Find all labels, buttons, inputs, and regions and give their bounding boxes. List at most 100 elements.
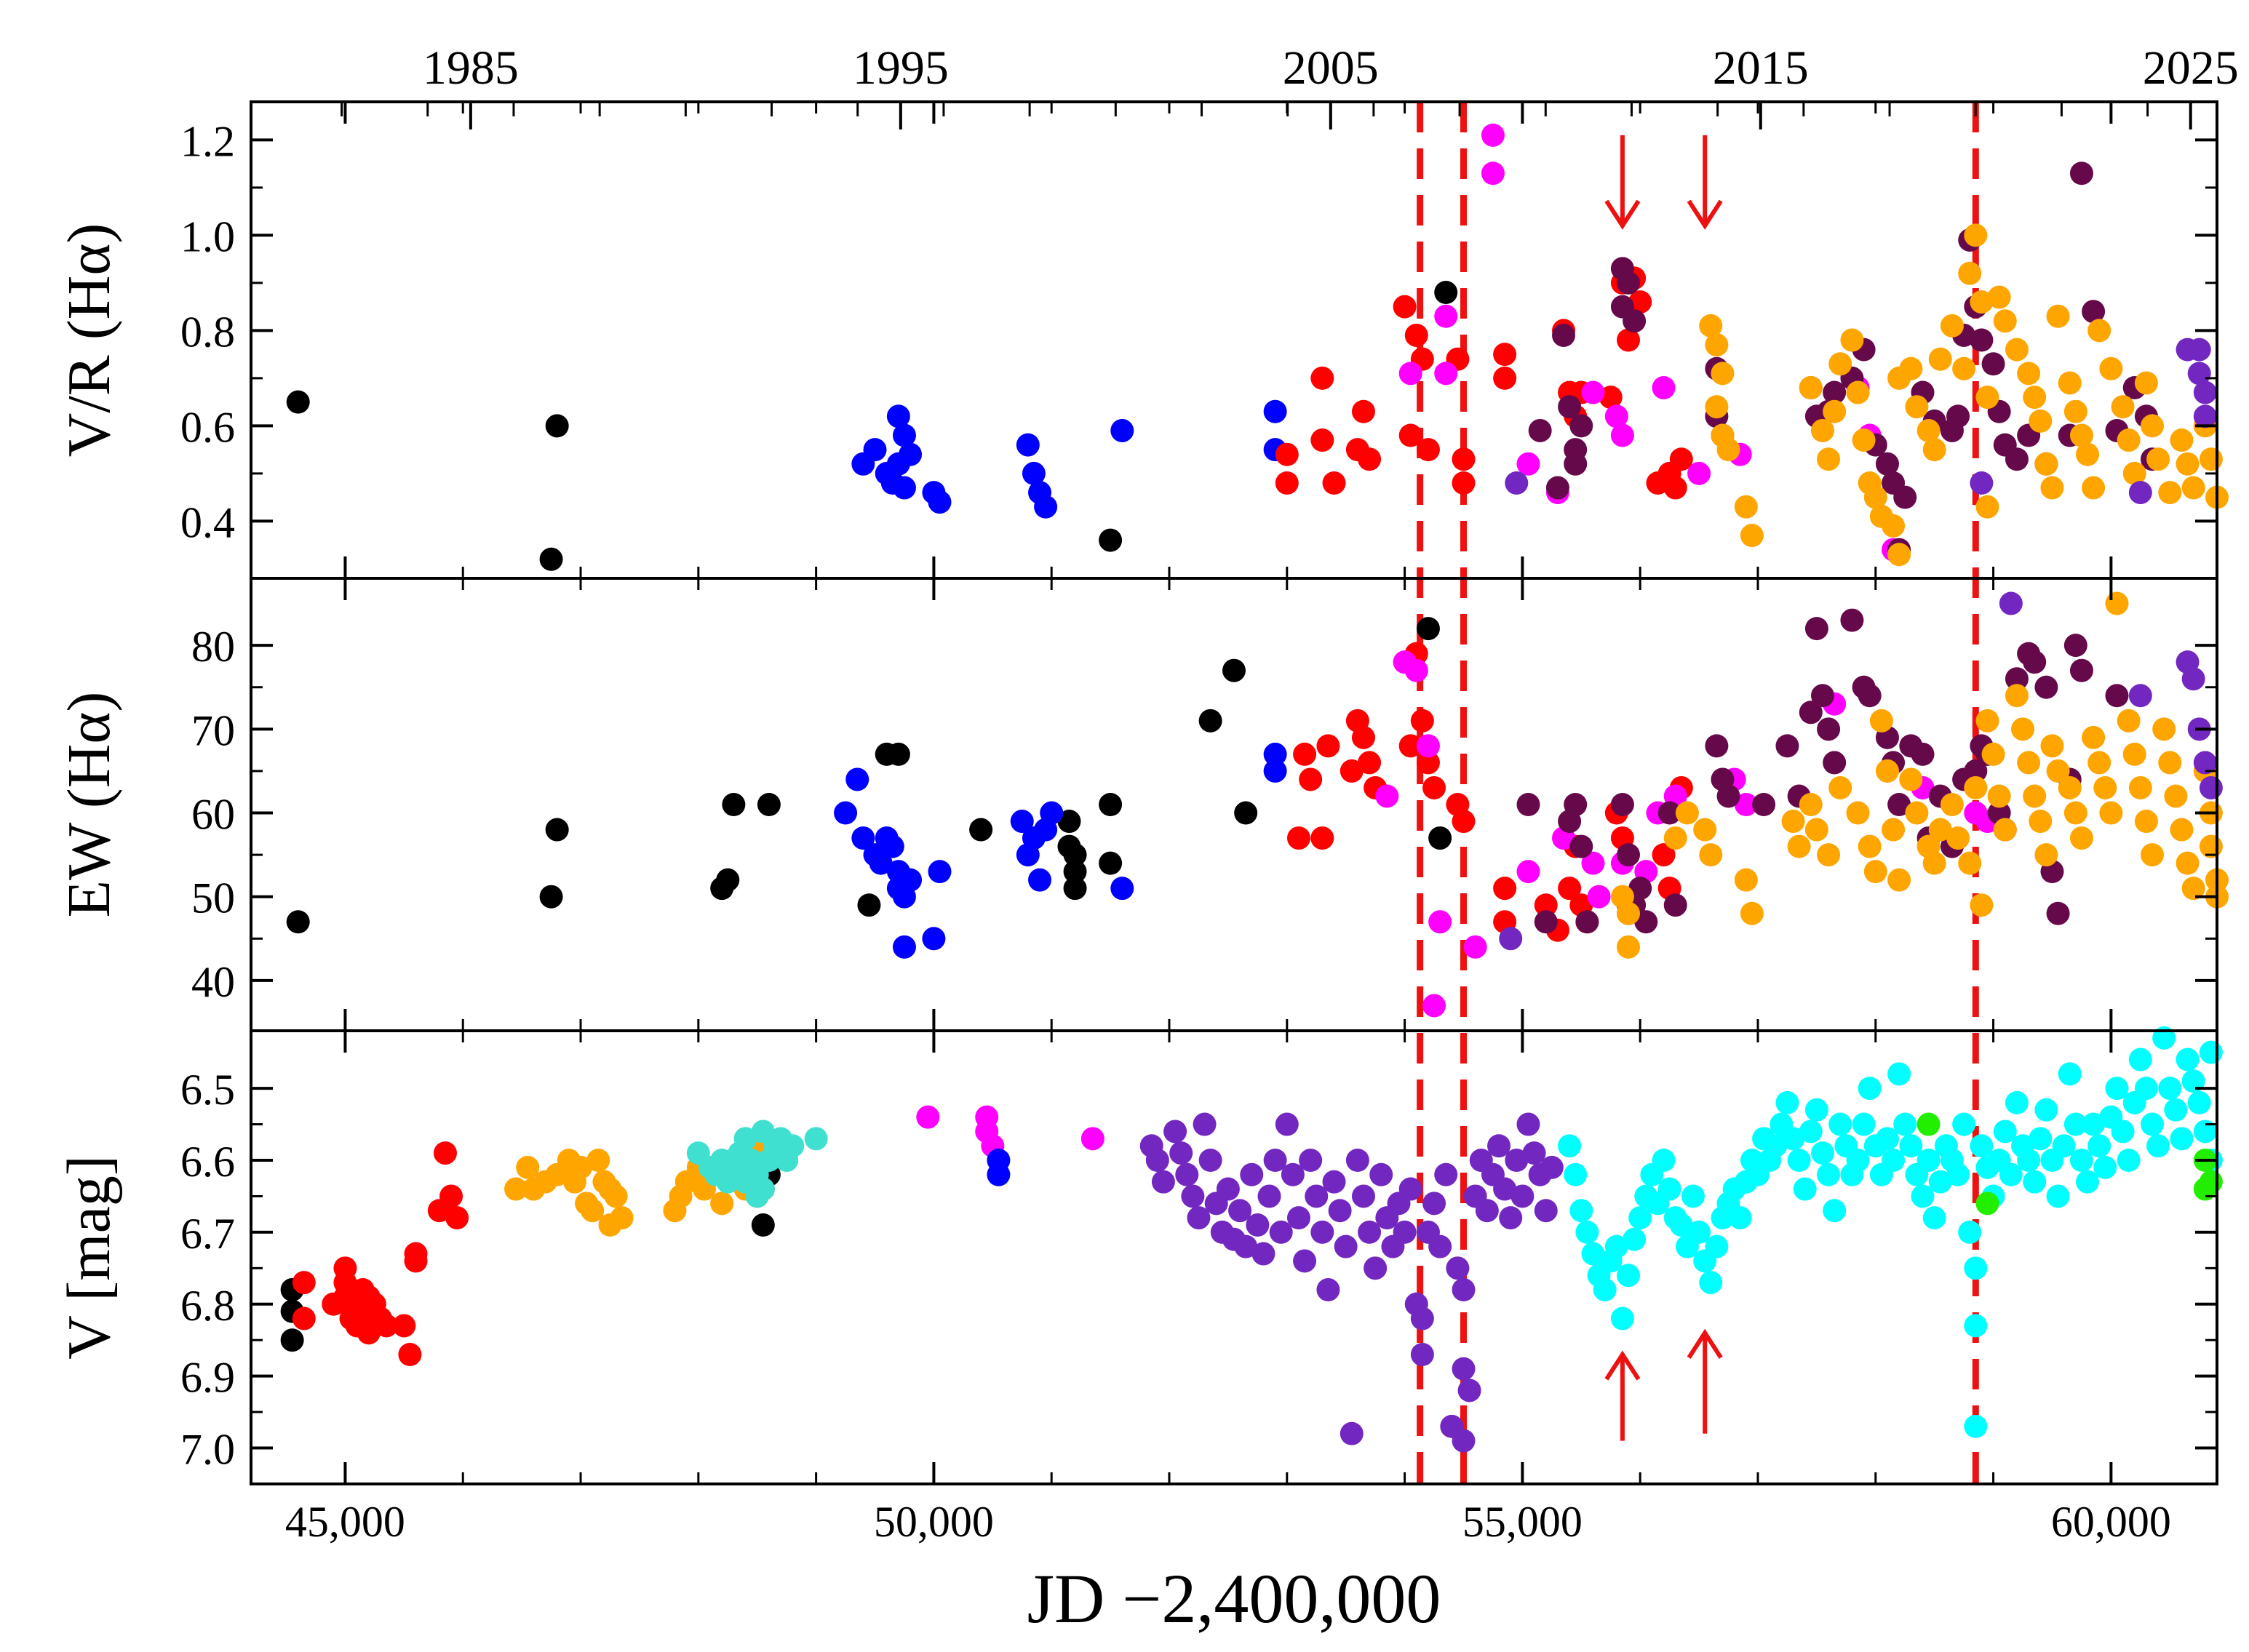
- event-arrow-head: [1687, 199, 1723, 230]
- data-point-vr-orange: [1975, 386, 1999, 410]
- data-point-ew-black: [1234, 801, 1258, 825]
- y-tick-label-v: 6.6: [180, 1138, 235, 1186]
- data-point-ew-orange: [1663, 826, 1687, 850]
- data-point-vr-orange: [2158, 481, 2182, 505]
- data-point-vr-orange: [1899, 356, 1923, 380]
- data-point-v-cyan: [1593, 1278, 1617, 1301]
- data-point-ew-maroon: [1534, 910, 1558, 934]
- data-point-v-purple: [1240, 1162, 1264, 1186]
- data-point-ew-black: [1063, 843, 1087, 867]
- data-point-v-turquoise: [804, 1127, 828, 1151]
- data-point-ew-magenta: [1375, 784, 1399, 808]
- data-point-vr-red: [1398, 423, 1422, 447]
- data-point-ew-orange: [1804, 818, 1828, 842]
- data-point-ew-orange: [1975, 709, 1999, 733]
- data-point-vr-orange: [2029, 409, 2053, 433]
- data-point-vr-blue: [886, 404, 910, 428]
- y-tick-label-ew: 80: [191, 623, 235, 671]
- data-point-vr-orange: [1928, 347, 1952, 371]
- data-point-v-cyan: [1846, 1149, 1870, 1172]
- data-point-ew-magenta: [1428, 910, 1452, 934]
- data-point-v-green: [1916, 1112, 1940, 1136]
- data-point-v-cyan: [1764, 1134, 1788, 1158]
- data-point-ew-purple: [2193, 751, 2217, 775]
- data-point-vr-maroon: [1946, 404, 1970, 428]
- data-point-ew-black: [969, 818, 993, 842]
- data-point-ew-red: [1652, 843, 1676, 867]
- data-point-vr-magenta: [1481, 123, 1505, 147]
- data-point-v-cyan: [1787, 1149, 1811, 1172]
- data-point-ew-maroon: [2034, 675, 2058, 699]
- data-point-ew-orange: [1734, 868, 1758, 892]
- data-point-vr-orange: [1734, 495, 1758, 519]
- data-point-ew-black: [545, 818, 569, 842]
- data-point-ew-blue: [851, 826, 875, 850]
- data-point-ew-orange: [2069, 826, 2093, 850]
- data-point-vr-blue: [1110, 418, 1134, 442]
- x-tick-label: 55,000: [1462, 1498, 1583, 1546]
- data-point-ew-orange: [1993, 818, 2017, 842]
- top-year-label: 2015: [1713, 41, 1809, 95]
- data-point-v-cyan: [1823, 1199, 1847, 1223]
- data-point-v-cyan: [1852, 1112, 1876, 1136]
- y-tick-label-ew: 70: [191, 706, 235, 754]
- data-point-vr-orange: [1817, 447, 1841, 471]
- data-point-vr-orange: [2099, 356, 2123, 380]
- data-point-vr-orange: [1922, 438, 1946, 462]
- data-point-v-cyan: [1858, 1077, 1882, 1101]
- data-point-vr-orange: [2076, 442, 2100, 466]
- data-point-ew-orange: [2005, 684, 2029, 708]
- data-point-vr-blue: [928, 490, 952, 514]
- data-point-ew-maroon: [1799, 701, 1823, 725]
- data-point-ew-orange: [2176, 851, 2200, 875]
- data-point-vr-orange: [1993, 309, 2017, 333]
- data-point-v-purple: [1193, 1112, 1217, 1136]
- data-point-ew-maroon: [1911, 742, 1935, 766]
- data-point-vr-orange: [1740, 524, 1764, 548]
- data-point-vr-blue: [1016, 433, 1040, 457]
- data-point-ew-maroon: [1817, 717, 1841, 741]
- data-point-v-cyan: [1681, 1184, 1705, 1208]
- data-point-vr-orange: [1699, 314, 1723, 338]
- data-point-ew-maroon: [1705, 734, 1729, 758]
- data-point-vr-magenta: [1481, 161, 1505, 185]
- data-point-v-orange: [710, 1192, 734, 1216]
- data-point-v-orange: [604, 1184, 628, 1208]
- data-point-ew-orange: [1882, 818, 1906, 842]
- data-point-v-purple: [1452, 1278, 1476, 1301]
- data-point-vr-red: [1310, 428, 1334, 452]
- data-point-v-purple: [1345, 1149, 1369, 1172]
- data-point-v-cyan: [2105, 1077, 2129, 1101]
- data-point-ew-orange: [1799, 793, 1823, 816]
- top-year-label: 1995: [853, 41, 949, 95]
- data-point-ew-orange: [1964, 775, 1988, 799]
- data-point-ew-maroon: [1823, 751, 1847, 775]
- y-axis-label-vr: V/R (Hα): [55, 223, 123, 458]
- data-point-vr-purple: [1970, 471, 1994, 495]
- data-point-vr-red: [1416, 438, 1440, 462]
- data-point-ew-orange: [2034, 843, 2058, 867]
- data-point-ew-orange: [1817, 843, 1841, 867]
- data-point-v-cyan: [2164, 1098, 2188, 1122]
- data-point-v-black: [280, 1328, 304, 1352]
- data-point-v-purple: [1269, 1220, 1293, 1244]
- data-point-v-purple: [1534, 1199, 1558, 1223]
- data-point-v-purple: [1286, 1206, 1310, 1230]
- data-point-vr-orange: [2134, 371, 2158, 395]
- data-point-v-red: [404, 1242, 428, 1266]
- data-point-v-cyan: [1952, 1112, 1976, 1136]
- data-point-v-purple: [1452, 1429, 1476, 1453]
- data-point-v-cyan: [2046, 1184, 2070, 1208]
- data-point-v-purple: [1181, 1184, 1205, 1208]
- data-point-ew-blue: [845, 767, 869, 791]
- top-year-label: 1985: [423, 41, 519, 95]
- data-point-vr-orange: [1705, 333, 1729, 357]
- data-point-vr-blue: [880, 471, 904, 495]
- data-point-v-purple: [1216, 1177, 1240, 1201]
- data-point-v-cyan: [1893, 1112, 1917, 1136]
- data-point-ew-orange: [1970, 893, 1994, 917]
- y-tick-label-vr: 0.4: [180, 498, 235, 546]
- data-point-v-cyan: [1799, 1120, 1823, 1144]
- data-point-v-cyan: [1569, 1199, 1593, 1223]
- data-point-v-cyan: [1699, 1271, 1723, 1295]
